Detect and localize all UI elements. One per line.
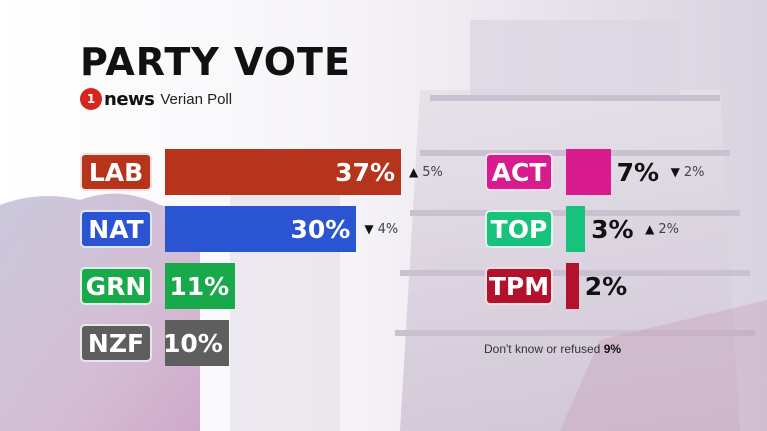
bar-tpm <box>566 263 579 309</box>
party-label-nzf: NZF <box>80 324 152 362</box>
value-label-lab: 37% <box>335 157 395 187</box>
party-label-lab: LAB <box>80 153 152 191</box>
party-label-grn: GRN <box>80 267 152 305</box>
change-value: 2% <box>683 164 705 180</box>
bar-nzf <box>165 320 229 366</box>
change-value: 5% <box>422 164 443 180</box>
party-label-nat: NAT <box>80 210 152 248</box>
bar-grn <box>165 263 236 309</box>
bar-top <box>566 206 586 252</box>
party-label-top: TOP <box>485 210 553 248</box>
value-label-grn: 11% <box>169 271 230 301</box>
value-label-top: 3% <box>591 214 634 244</box>
news-logo-word: news <box>104 88 155 110</box>
undecided-note: Don't know or refused 9% <box>484 342 621 356</box>
party-label-act: ACT <box>485 153 553 191</box>
triangle-down-icon: ▼ <box>364 222 374 236</box>
poll-name: Verian Poll <box>160 90 233 108</box>
undecided-note-text: Don't know or refused <box>484 342 601 356</box>
change-nat: ▼ 4% <box>364 206 398 252</box>
page-title: PARTY VOTE <box>80 40 351 84</box>
triangle-up-icon: ▲ <box>645 222 655 236</box>
news-logo-icon: 1 <box>80 88 102 110</box>
change-lab: ▲ 5% <box>409 149 443 195</box>
value-label-act: 7% <box>616 157 660 187</box>
change-act: ▼ 2% <box>671 149 705 195</box>
bar-act <box>566 149 611 195</box>
bar-nat <box>165 206 357 252</box>
value-label-nat: 30% <box>290 214 351 244</box>
poll-source: 1 news Verian Poll <box>80 86 232 112</box>
triangle-up-icon: ▲ <box>409 165 419 179</box>
value-label-tpm: 2% <box>584 271 628 301</box>
change-value: 2% <box>658 221 679 237</box>
party-label-tpm: TPM <box>485 267 553 305</box>
triangle-down-icon: ▼ <box>670 165 680 179</box>
change-top: ▲ 2% <box>645 206 679 252</box>
bar-lab <box>165 149 401 195</box>
value-label-nzf: 10% <box>162 328 223 358</box>
change-value: 4% <box>377 221 399 237</box>
undecided-note-value: 9% <box>603 342 622 356</box>
